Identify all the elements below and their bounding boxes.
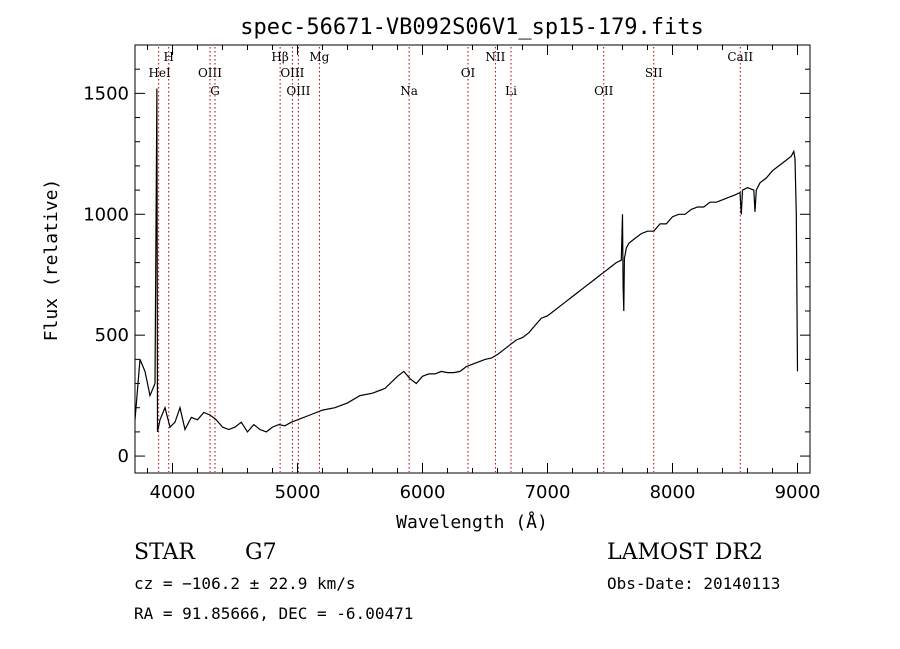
x-tick-label: 7000: [525, 482, 571, 503]
x-tick-label: 8000: [650, 482, 696, 503]
line-marker-label: OIII: [280, 66, 304, 80]
line-markers: HeI H OIII G Hβ OIII OIII Mg Na OI NII Li OII SII CaII: [148, 47, 753, 472]
line-marker-label: OIII: [198, 66, 222, 80]
coords-text: RA = 91.85666, DEC = -6.00471: [134, 604, 413, 623]
x-tick-label: 4000: [150, 482, 196, 503]
line-marker-label: Mg: [309, 50, 329, 64]
y-tick-label: 500: [95, 325, 129, 346]
y-tick-label: 1000: [83, 204, 129, 225]
line-marker-label: Li: [505, 84, 517, 98]
line-marker-label: Hβ: [271, 50, 288, 64]
plot-frame: [134, 44, 811, 474]
subclass-label: G7: [245, 540, 277, 565]
y-axis-label: Flux (relative): [41, 179, 62, 342]
class-label: STAR: [134, 540, 196, 565]
line-marker-label: H: [164, 50, 174, 64]
line-marker-label: NII: [485, 50, 505, 64]
survey-label: LAMOST DR2: [607, 540, 763, 565]
chart-title: spec-56671-VB092S06V1_sp15-179.fits: [240, 15, 704, 40]
obs-date-text: Obs-Date: 20140113: [607, 574, 780, 593]
line-marker-label: OI: [461, 66, 476, 80]
velocity-text: cz = −106.2 ± 22.9 km/s: [134, 574, 356, 593]
line-marker-label: CaII: [727, 50, 753, 64]
line-marker-label: OII: [594, 84, 614, 98]
x-tick-label: 9000: [775, 482, 821, 503]
y-tick-label: 1500: [83, 83, 129, 104]
x-tick-label: 6000: [400, 482, 446, 503]
line-marker-label: SII: [645, 66, 663, 80]
spectrum-series-line: [134, 88, 799, 433]
x-axis-label: Wavelength (Å): [396, 511, 548, 533]
line-marker-label: OIII: [286, 84, 310, 98]
axis-ticks: 4000 5000 6000 7000 8000 9000 0 500 1000 1500: [83, 45, 820, 503]
x-tick-label: 5000: [275, 482, 321, 503]
line-marker-label: HeI: [148, 66, 171, 80]
line-marker-label: Na: [400, 84, 418, 98]
y-tick-label: 0: [118, 446, 129, 467]
line-marker-label: G: [210, 84, 220, 98]
